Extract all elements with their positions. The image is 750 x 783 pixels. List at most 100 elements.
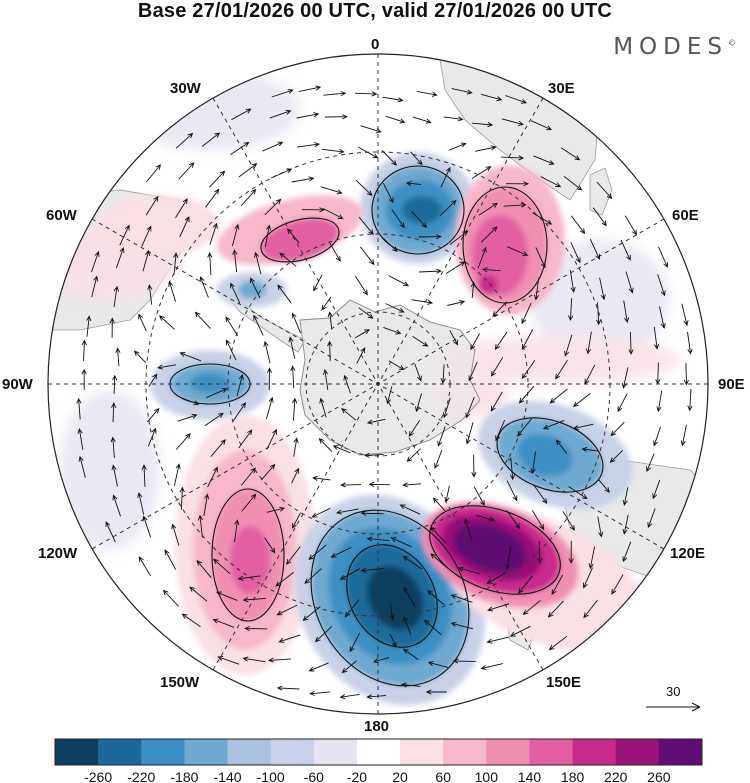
- wind-vector-arrow: [232, 249, 238, 273]
- wind-vector-arrow: [119, 224, 130, 246]
- wind-vector-arrow: [681, 303, 689, 327]
- wind-vector-arrow: [430, 526, 447, 544]
- wind-vector-arrow: [311, 507, 331, 518]
- wind-vector-arrow: [481, 267, 501, 273]
- wind-vector-arrow: [360, 567, 384, 573]
- wind-vector-arrow: [418, 268, 442, 274]
- wind-vector-arrow: [444, 485, 450, 503]
- wind-vector-arrow: [111, 402, 117, 423]
- wind-vector-arrow: [655, 362, 661, 385]
- wind-vector-arrow: [623, 300, 630, 324]
- wind-vector-arrow: [291, 467, 300, 484]
- contour-lines: [169, 165, 604, 687]
- wind-vector-arrow: [442, 397, 451, 419]
- wind-vector-arrow: [181, 397, 200, 406]
- wind-vector-arrow: [148, 373, 158, 387]
- colorbar-tick-label: -140: [214, 769, 242, 783]
- reference-vector: [646, 702, 701, 712]
- wind-vector-arrow: [432, 497, 446, 512]
- wind-vector-arrow: [356, 347, 366, 364]
- wind-vector-arrow: [242, 656, 266, 663]
- wind-vector-arrow: [335, 508, 359, 515]
- wind-vector-arrow: [366, 536, 390, 542]
- wind-vector-arrow: [304, 568, 322, 584]
- wind-vector-arrow: [503, 202, 527, 208]
- wind-vector-arrow: [242, 597, 266, 603]
- wind-vector-arrow: [555, 439, 568, 454]
- wind-vector-arrow: [253, 314, 264, 336]
- wind-vector-arrow: [292, 512, 301, 529]
- wind-vector-arrow: [264, 224, 272, 248]
- wind-vector-arrow: [90, 250, 100, 273]
- wind-vector-arrow: [599, 277, 606, 301]
- wind-vector-arrow: [340, 482, 362, 488]
- wind-vector-arrow: [86, 315, 92, 337]
- wind-vector-arrow: [279, 252, 297, 267]
- wind-vector-arrow: [621, 367, 629, 389]
- wind-vector-arrow: [439, 199, 457, 217]
- wind-vector-arrow: [443, 116, 464, 122]
- wind-vector-arrow: [468, 361, 478, 382]
- wind-vector-arrow: [164, 549, 177, 570]
- wind-vector-arrow: [349, 632, 361, 653]
- wind-vector-arrow: [383, 326, 402, 335]
- wind-vector-arrow: [487, 603, 510, 612]
- wind-vector-arrow: [76, 397, 82, 420]
- wind-vector-arrow: [321, 296, 332, 311]
- modes-logo: MODES©: [613, 34, 736, 60]
- wind-vector-arrow: [237, 575, 261, 581]
- wind-vector-arrow: [341, 408, 357, 421]
- wind-vector-arrow: [477, 246, 487, 269]
- wind-vector-arrow: [620, 239, 631, 261]
- wind-vector-arrow: [687, 388, 693, 412]
- wind-vector-arrow: [230, 282, 241, 304]
- lon-label-90w: 90W: [2, 376, 33, 393]
- colorbar-tick-label: -260: [84, 769, 112, 783]
- wind-vector-arrow: [238, 429, 253, 449]
- wind-vector-arrow: [266, 506, 286, 513]
- wind-vector-arrow: [486, 636, 510, 644]
- wind-vector-arrow: [490, 391, 503, 412]
- wind-vector-arrow: [115, 247, 125, 269]
- wind-vector-arrow: [423, 619, 442, 635]
- colorbar-border: [54, 738, 703, 766]
- wind-vector-arrow: [360, 246, 375, 266]
- wind-vector-arrow: [683, 362, 689, 386]
- wind-vector-arrow: [452, 658, 476, 664]
- wind-vector-arrow: [410, 210, 428, 228]
- wind-vector-arrow: [225, 339, 237, 361]
- wind-vector-arrow: [507, 246, 529, 257]
- map-disk: [48, 54, 708, 714]
- wind-vector-arrow: [382, 96, 404, 103]
- wind-vector-arrow: [81, 339, 87, 361]
- wind-vector-arrow: [158, 315, 175, 330]
- wind-vector-arrow: [465, 396, 475, 419]
- wind-vector-arrow: [206, 388, 228, 399]
- wind-vector-arrow: [402, 555, 422, 570]
- wind-vector-arrow: [389, 633, 397, 648]
- logo-text: MODES: [613, 34, 728, 60]
- wind-vector-arrow: [425, 689, 447, 695]
- wind-vector-arrow: [231, 108, 252, 121]
- wind-vector-arrow: [209, 170, 226, 188]
- wind-vector-arrow: [517, 418, 532, 437]
- wind-vector-arrow: [530, 120, 553, 131]
- wind-vector-arrow: [540, 176, 562, 188]
- wind-vector-arrow: [386, 386, 393, 405]
- wind-vector-arrow: [355, 276, 368, 296]
- wind-vector-arrow: [560, 147, 581, 161]
- wind-vector-arrow: [548, 635, 568, 651]
- wind-vector-arrow: [568, 486, 588, 500]
- wind-vector-arrow: [194, 311, 211, 329]
- wind-vector-arrow: [205, 188, 220, 208]
- wind-vector-arrow: [437, 426, 446, 447]
- wind-vector-arrow: [292, 397, 298, 421]
- wind-vector-arrow: [276, 685, 300, 691]
- wind-vectors: [76, 85, 693, 700]
- colorbar-swatch: [55, 739, 99, 765]
- wind-vector-arrow: [196, 560, 212, 578]
- wind-vector-arrow: [412, 336, 429, 347]
- wind-vector-arrow: [210, 439, 226, 457]
- colorbar: -260 -220 -180 -140 -100 -60 -20 20 60 100 140 180 2…: [54, 738, 703, 783]
- wind-vector-arrow: [298, 85, 322, 93]
